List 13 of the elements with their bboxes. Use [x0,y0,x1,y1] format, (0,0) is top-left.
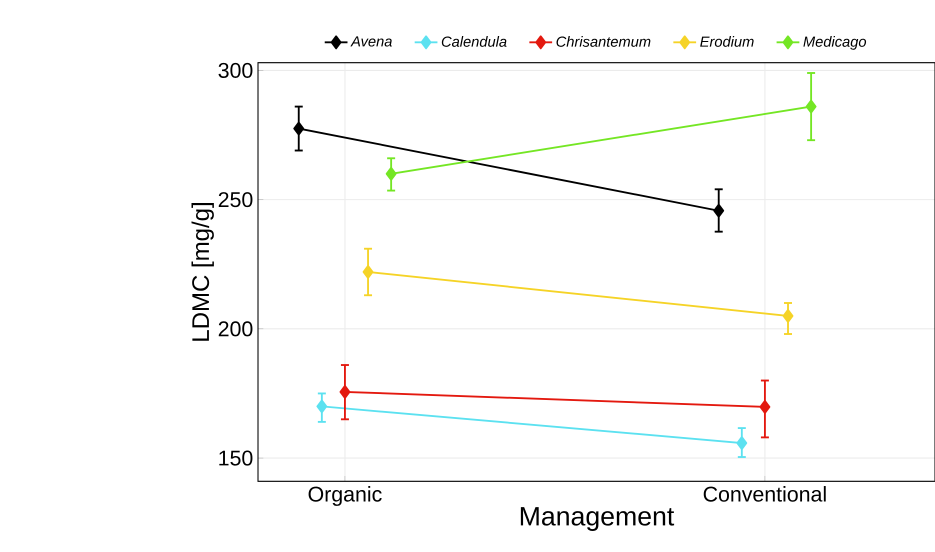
y-tick-label: 150 [219,450,252,466]
y-tick-label: 200 [218,321,252,336]
x-axis-title: Management [520,507,674,531]
legend-label: Calendula [442,36,507,47]
legend-label: Medicago [803,36,866,50]
legend-label: Chrisantemum [556,36,650,47]
x-tick-label: Organic [308,486,382,506]
legend-label: Erodium [700,36,754,47]
y-tick-label: 300 [218,62,252,78]
legend-label: Avena [350,36,392,47]
y-tick-label: 250 [218,192,252,208]
x-tick-label: Conventional [704,486,826,502]
y-axis-title: LDMC [mg/g] [192,203,214,341]
